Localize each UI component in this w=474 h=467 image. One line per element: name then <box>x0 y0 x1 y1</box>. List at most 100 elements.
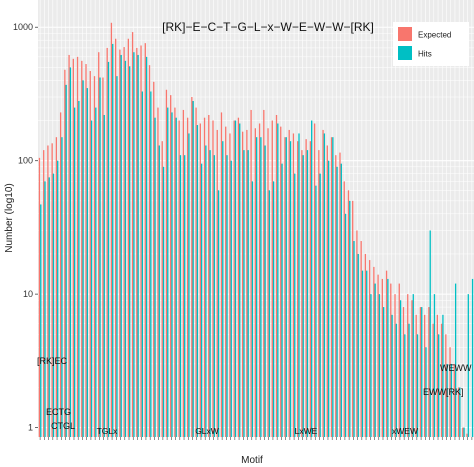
bar-expected <box>440 323 443 437</box>
bar-hits <box>446 363 448 437</box>
bar-hits <box>124 60 127 437</box>
y-tick-label: 1000 <box>13 22 33 32</box>
legend-label-expected: Expected <box>418 31 451 40</box>
bar-expected <box>119 49 121 438</box>
segment-label-glxw: GLxW <box>195 426 219 436</box>
bar-expected <box>246 129 248 437</box>
bar-hits <box>319 173 321 437</box>
bar-hits <box>162 166 165 437</box>
bar-hits <box>349 200 351 437</box>
bar-hits <box>116 76 118 437</box>
bar-hits <box>408 323 410 437</box>
bar-expected <box>292 133 295 437</box>
bar-expected <box>466 433 468 437</box>
bar-expected <box>229 133 231 437</box>
bar-hits <box>73 107 76 438</box>
bar-expected <box>271 120 273 437</box>
bar-hits <box>459 387 461 437</box>
bar-hits <box>416 334 419 437</box>
bar-hits <box>251 181 254 437</box>
bar-hits <box>205 145 207 437</box>
bar-hits <box>425 347 427 437</box>
bar-expected <box>127 38 130 437</box>
bar-hits <box>264 145 266 437</box>
bar-expected <box>123 47 125 437</box>
bar-hits <box>442 314 444 437</box>
bar-expected <box>313 123 316 437</box>
bar-expected <box>148 65 151 437</box>
bar-expected <box>51 143 53 437</box>
bar-hits <box>399 300 402 437</box>
bar-expected <box>381 278 383 437</box>
legend-key-hits <box>398 46 412 60</box>
bar-hits <box>357 253 359 437</box>
bar-expected <box>195 107 197 438</box>
bar-hits <box>467 294 469 437</box>
bar-hits <box>421 307 423 437</box>
bar-hits <box>429 230 431 437</box>
bar-hits <box>217 190 220 437</box>
bar-expected <box>153 81 155 438</box>
bar-expected <box>72 58 74 438</box>
bar-expected <box>419 307 422 437</box>
bar-expected <box>385 270 388 437</box>
bar-expected <box>131 32 134 437</box>
bar-expected <box>445 334 447 437</box>
bar-hits <box>471 278 474 437</box>
bar-expected <box>220 112 223 438</box>
bar-hits <box>378 294 381 437</box>
bar-hits <box>256 137 258 437</box>
bar-expected <box>356 230 358 437</box>
bar-expected <box>203 117 206 438</box>
bar-expected <box>415 314 417 437</box>
bar-hits <box>167 107 169 438</box>
bar-expected <box>55 137 58 437</box>
bar-expected <box>280 126 282 438</box>
bar-expected <box>212 120 214 437</box>
bar-hits <box>281 163 283 437</box>
bar-hits <box>366 270 368 437</box>
annotation-ctgl: CTGL <box>51 421 75 431</box>
bar-hits <box>260 137 262 437</box>
bar-expected <box>64 69 66 437</box>
bar-expected <box>335 155 337 437</box>
bar-hits <box>65 84 67 437</box>
bar-hits <box>61 137 63 437</box>
bar-hits <box>69 67 72 438</box>
bar-hits <box>302 155 304 437</box>
bar-expected <box>89 70 91 437</box>
bar-expected <box>258 123 261 437</box>
bar-expected <box>250 109 252 437</box>
bar-hits <box>158 145 160 437</box>
bar-expected <box>225 126 227 438</box>
bar-hits <box>145 56 148 438</box>
bar-expected <box>254 128 256 437</box>
bar-hits <box>78 101 80 437</box>
bar-hits <box>200 163 203 437</box>
bar-expected <box>237 117 240 438</box>
legend: Expected Hits <box>393 22 469 66</box>
bar-hits <box>374 283 376 437</box>
bar-hits <box>82 80 84 438</box>
y-tick-label: 10 <box>23 289 33 299</box>
bar-hits <box>323 133 326 437</box>
annotation-eww-rk: EWW[RK] <box>423 387 464 397</box>
bar-expected <box>102 77 104 437</box>
bar-expected <box>364 253 367 437</box>
legend-label-hits: Hits <box>418 50 432 59</box>
bar-hits <box>57 160 59 437</box>
bar-hits <box>112 43 114 438</box>
bar-hits <box>327 160 330 437</box>
bar-hits <box>99 77 101 437</box>
bar-expected <box>199 123 201 437</box>
annotation-ectg: ECTG <box>46 407 71 417</box>
bar-hits <box>103 114 105 437</box>
segment-label-lxwe: LxWE <box>295 426 318 436</box>
bar-hits <box>311 120 313 437</box>
bar-hits <box>239 123 241 437</box>
bar-expected <box>377 274 379 437</box>
bar-hits <box>247 150 249 437</box>
bar-expected <box>428 307 430 437</box>
bar-expected <box>114 38 117 437</box>
y-tick-label: 1 <box>28 423 33 433</box>
